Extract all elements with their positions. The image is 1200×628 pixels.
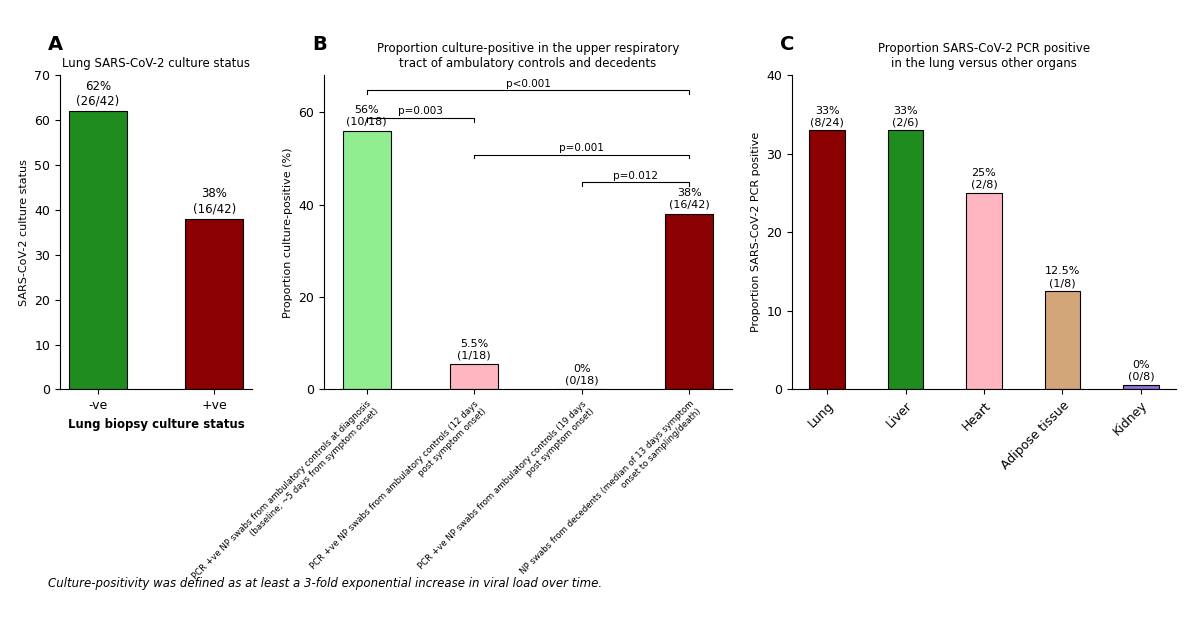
Text: 56%
(10/18): 56% (10/18): [347, 104, 388, 126]
X-axis label: Lung biopsy culture status: Lung biopsy culture status: [67, 418, 245, 431]
Text: A: A: [48, 35, 64, 54]
Bar: [888, 130, 923, 389]
Text: 62%
(26/42): 62% (26/42): [76, 80, 120, 107]
Text: 38%
(16/42): 38% (16/42): [668, 188, 709, 209]
Title: Proportion SARS-CoV-2 PCR positive
in the lung versus other organs: Proportion SARS-CoV-2 PCR positive in th…: [878, 42, 1090, 70]
Bar: [185, 219, 244, 389]
Text: 5.5%
(1/18): 5.5% (1/18): [457, 338, 491, 360]
Text: 0%
(0/8): 0% (0/8): [1128, 360, 1154, 381]
Y-axis label: Proportion culture-positive (%): Proportion culture-positive (%): [283, 147, 293, 318]
Bar: [342, 131, 391, 389]
Bar: [450, 364, 498, 389]
Text: 33%
(8/24): 33% (8/24): [810, 106, 844, 127]
Text: p<0.001: p<0.001: [505, 78, 551, 89]
Text: 12.5%
(1/8): 12.5% (1/8): [1045, 266, 1080, 288]
Y-axis label: SARS-CoV-2 culture status: SARS-CoV-2 culture status: [19, 159, 29, 306]
Text: 38%
(16/42): 38% (16/42): [192, 187, 236, 215]
Bar: [1045, 291, 1080, 389]
Text: Culture-positivity was defined as at least a 3-fold exponential increase in vira: Culture-positivity was defined as at lea…: [48, 577, 602, 590]
Bar: [966, 193, 1002, 389]
Bar: [68, 111, 127, 389]
Text: 25%
(2/8): 25% (2/8): [971, 168, 997, 190]
Text: p=0.001: p=0.001: [559, 143, 604, 153]
Text: C: C: [780, 35, 794, 54]
Bar: [665, 214, 714, 389]
Title: Proportion culture-positive in the upper respiratory
tract of ambulatory control: Proportion culture-positive in the upper…: [377, 42, 679, 70]
Text: 33%
(2/6): 33% (2/6): [893, 106, 919, 127]
Y-axis label: Proportion SARS-CoV-2 PCR positive: Proportion SARS-CoV-2 PCR positive: [751, 133, 761, 332]
Text: B: B: [312, 35, 326, 54]
Text: p=0.012: p=0.012: [613, 171, 658, 181]
Text: p=0.003: p=0.003: [398, 107, 443, 116]
Bar: [1123, 384, 1158, 389]
Bar: [810, 130, 845, 389]
Text: 0%
(0/18): 0% (0/18): [565, 364, 599, 386]
Title: Lung SARS-CoV-2 culture status: Lung SARS-CoV-2 culture status: [62, 57, 250, 70]
